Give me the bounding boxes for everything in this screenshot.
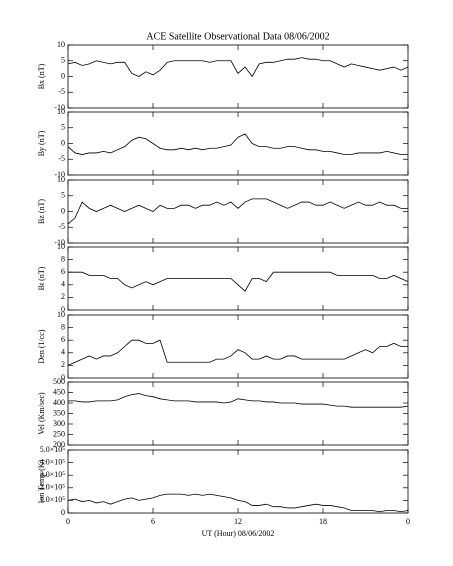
y-tick-label: 0 (61, 373, 65, 382)
y-tick-label: 4.0×10⁵ (40, 457, 66, 466)
y-tick-label: 250 (53, 429, 65, 438)
y-tick-label: 5 (61, 123, 65, 132)
y-tick-label: 5.0×10⁵ (40, 445, 66, 454)
y-axis-label: Bx (nT) (37, 63, 46, 89)
data-line (68, 393, 409, 408)
y-axis-label: Bz (nT) (37, 199, 46, 224)
y-axis-label: Vel (Km/sec) (37, 392, 46, 435)
x-tick-label: 18 (319, 517, 327, 526)
y-tick-label: -5 (58, 87, 65, 96)
panel-frame (67, 314, 409, 379)
y-axis-label: Den (1/cc) (37, 329, 46, 363)
y-axis-label: Bt (nT) (37, 266, 46, 290)
panel-frame (67, 179, 409, 244)
y-tick-label: 5 (61, 56, 65, 65)
y-tick-label: -5 (58, 222, 65, 231)
data-line (67, 493, 409, 513)
data-line (67, 339, 408, 366)
y-tick-label: 5 (61, 191, 65, 200)
y-tick-label: -10 (54, 103, 65, 112)
y-tick-label: 4 (61, 348, 65, 357)
panel-frame (67, 381, 409, 446)
x-tick-label: 0 (406, 517, 410, 526)
y-tick-label: 10 (57, 242, 65, 251)
y-tick-label: -5 (58, 154, 65, 163)
x-tick-label: 0 (66, 517, 70, 526)
y-tick-label: 10 (57, 40, 65, 49)
panel-frame (67, 246, 409, 311)
panel-frame (67, 44, 409, 109)
y-tick-label: 10 (57, 107, 65, 116)
y-axis-label: Ion Temp (K) (37, 459, 46, 503)
panel-frame (67, 449, 409, 514)
x-tick-label: 6 (151, 517, 155, 526)
y-tick-label: 8 (61, 254, 65, 263)
y-tick-label: 450 (53, 387, 65, 396)
y-tick-label: 350 (53, 408, 65, 417)
y-tick-label: 0 (61, 138, 65, 147)
y-tick-label: 2 (61, 360, 65, 369)
y-tick-label: 200 (53, 440, 65, 449)
y-axis-label: By (nT) (37, 130, 46, 156)
data-line (67, 198, 408, 225)
y-tick-label: 400 (53, 398, 65, 407)
y-tick-label: 6 (61, 267, 65, 276)
y-tick-label: 0 (61, 206, 65, 215)
y-tick-label: 300 (53, 419, 65, 428)
y-tick-label: 500 (53, 377, 65, 386)
y-tick-label: 2.0×10⁵ (40, 483, 66, 492)
x-axis-label: UT (Hour) 08/06/2002 (202, 529, 275, 538)
y-tick-label: -10 (54, 170, 65, 179)
panel-frame (67, 111, 409, 176)
data-line (68, 271, 409, 292)
y-tick-label: 3.0×10⁵ (40, 470, 66, 479)
data-line (67, 57, 409, 78)
y-tick-label: 8 (61, 322, 65, 331)
data-line (67, 133, 408, 155)
y-tick-label: 10 (57, 175, 65, 184)
y-tick-label: 6 (61, 335, 65, 344)
y-tick-label: 1.0×10⁵ (40, 495, 66, 504)
y-tick-label: 0 (61, 71, 65, 80)
chart-title: ACE Satellite Observational Data 08/06/2… (146, 31, 329, 42)
y-tick-label: 4 (61, 280, 65, 289)
y-tick-label: 0 (61, 305, 65, 314)
y-tick-label: 0 (61, 508, 65, 517)
x-tick-label: 12 (234, 517, 242, 526)
y-tick-label: 10 (57, 310, 65, 319)
y-tick-label: 2 (61, 292, 65, 301)
y-tick-label: -10 (54, 238, 65, 247)
